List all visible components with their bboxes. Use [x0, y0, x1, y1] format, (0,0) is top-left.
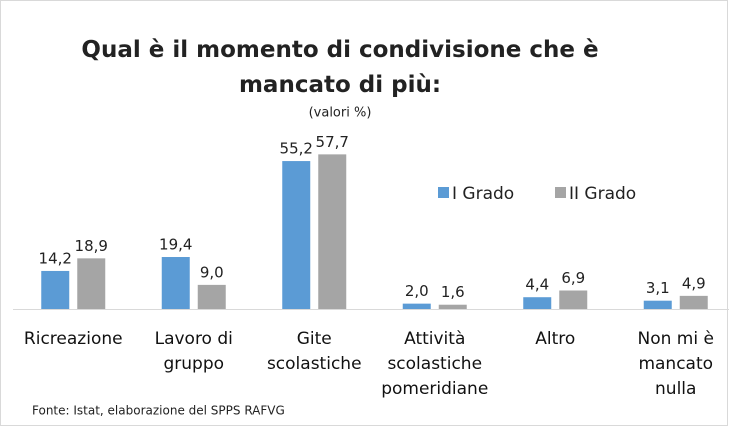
data-label: 55,2	[280, 140, 313, 158]
x-tick-label: Gite scolastiche	[266, 329, 362, 374]
x-tick-label: Lavoro di gruppo	[154, 329, 233, 374]
x-tick-label: Non mi è mancato nulla	[637, 329, 714, 399]
legend-label: II Grado	[569, 184, 636, 204]
data-label: 4,9	[682, 274, 706, 292]
bar	[643, 300, 672, 309]
bar	[559, 290, 588, 309]
bar	[41, 270, 70, 309]
data-label: 2,0	[405, 282, 429, 300]
data-label: 9,0	[200, 263, 224, 281]
x-tick-label: Ricreazione	[23, 329, 123, 349]
legend-label: I Grado	[452, 184, 514, 204]
bar	[161, 257, 190, 309]
bar	[282, 161, 311, 309]
data-label: 57,7	[316, 133, 349, 151]
data-label: 4,4	[525, 276, 549, 294]
data-label: 1,6	[441, 283, 465, 301]
bar	[523, 297, 552, 309]
data-label: 18,9	[75, 237, 108, 255]
data-label: 19,4	[159, 236, 192, 254]
data-label: 14,2	[39, 249, 72, 267]
bar	[402, 303, 431, 309]
bar	[197, 284, 226, 309]
chart-subtitle: (valori %)	[309, 106, 372, 121]
data-label: 6,9	[561, 269, 585, 287]
data-label: 3,1	[646, 279, 670, 297]
x-tick-label: Attività scolastiche pomeridiane	[381, 329, 489, 399]
bar	[438, 304, 467, 309]
source-note: Fonte: Istat, elaborazione del SPPS RAFV…	[32, 404, 285, 418]
bar	[318, 154, 347, 309]
bar	[77, 258, 106, 309]
x-tick-label: Altro	[535, 329, 576, 349]
bar	[679, 295, 708, 309]
legend-swatch	[555, 187, 566, 198]
legend-swatch	[438, 187, 449, 198]
